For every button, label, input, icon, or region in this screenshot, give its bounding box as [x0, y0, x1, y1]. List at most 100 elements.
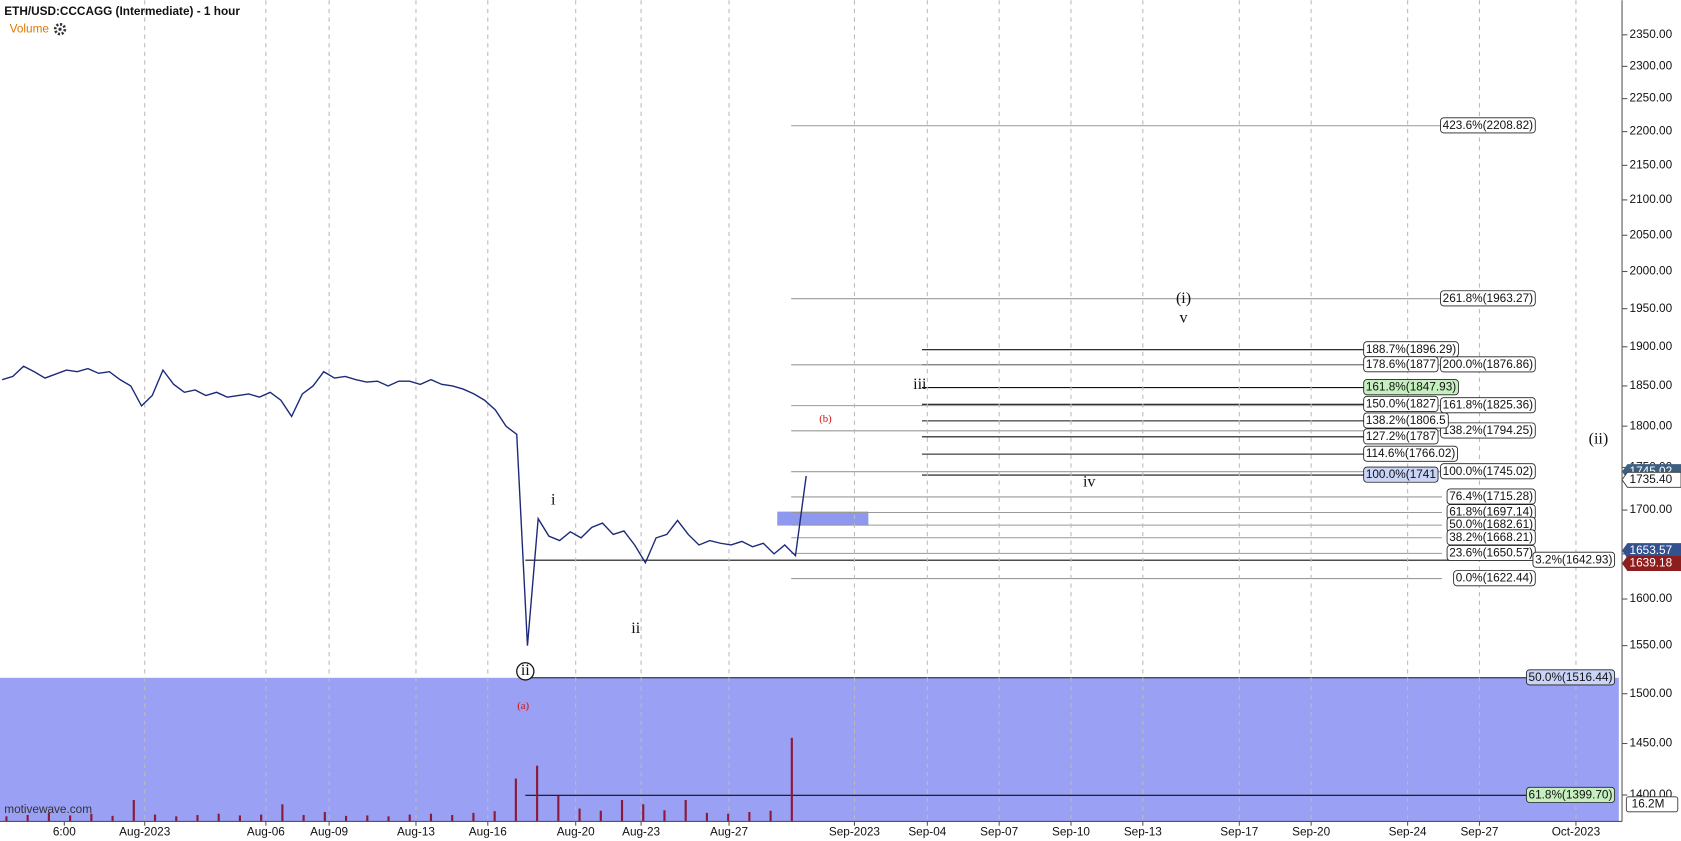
volume-bar [5, 816, 8, 822]
y-tick-label: 1550.00 [1630, 639, 1673, 652]
price-tag [1622, 556, 1681, 572]
label-box [1363, 356, 1439, 373]
x-tick-label: Aug-20 [557, 825, 595, 838]
x-tick-label: Sep-17 [1220, 825, 1258, 838]
price-tag [1622, 543, 1681, 559]
volume-bar [536, 765, 539, 822]
volume-bar [748, 812, 751, 822]
volume-bar [90, 813, 93, 822]
label-box [1440, 422, 1536, 439]
fib-label: 0.0%(1622.44) [1456, 572, 1533, 585]
wave-label: (b) [819, 413, 832, 425]
label-box [1363, 395, 1439, 412]
fib-label: 138.2%(1806.5 [1366, 414, 1446, 427]
wave-label: (i) [1176, 290, 1191, 307]
label-box [1363, 445, 1458, 462]
volume-bar [727, 813, 730, 822]
fib-label: 188.7%(1896.29) [1366, 343, 1456, 356]
volume-bar [642, 804, 645, 822]
fib-label: 161.8%(1847.93) [1366, 381, 1456, 394]
volume-tag-label: 16.2M [1632, 797, 1665, 810]
volume-bar [790, 737, 793, 822]
y-tick-label: 2250.00 [1630, 92, 1673, 105]
zones [0, 511, 1619, 822]
gear-center[interactable] [58, 27, 62, 31]
volume-bar [429, 813, 433, 822]
wave-label: (ii) [1589, 430, 1609, 447]
price-line [1, 365, 807, 646]
volume-bar [578, 808, 581, 822]
y-tick-label: 1450.00 [1630, 737, 1673, 750]
fib-label: 23.6%(1650.57) [1449, 546, 1533, 559]
label-box [1440, 397, 1536, 414]
wave-label: ii [631, 620, 640, 637]
fib-label: 100.0%(1745.02) [1443, 465, 1533, 478]
y-tick-label: 2000.00 [1630, 265, 1673, 278]
fib-label: 261.8%(1963.27) [1443, 292, 1533, 305]
fib-label: 50.0%(1682.61) [1449, 518, 1533, 531]
gear[interactable] [53, 23, 67, 36]
volume-bar [196, 815, 199, 822]
label-box [1363, 428, 1439, 445]
volume-bar [705, 812, 708, 822]
price-tag-label: 1735.40 [1630, 473, 1673, 486]
x-tick-label: Aug-16 [469, 825, 507, 838]
y-tick-label: 2200.00 [1630, 125, 1673, 138]
fib-label: 114.6%(1766.02) [1366, 447, 1456, 460]
x-tick-label: Oct-2023 [1552, 825, 1601, 838]
wave-label: (a) [517, 700, 529, 712]
wave-label: iii [913, 376, 927, 393]
watermark: motivewave.com [4, 803, 92, 816]
volume-bar [684, 800, 687, 822]
volume-bar [69, 815, 72, 822]
fib-label: 161.8%(1825.36) [1443, 399, 1533, 412]
volume-bar [26, 815, 29, 822]
x-tick-label: Aug-2023 [119, 825, 171, 838]
price-tag-label: 1639.18 [1630, 557, 1673, 570]
y-tick-label: 1850.00 [1630, 379, 1673, 392]
y-tick-label: 1900.00 [1630, 340, 1673, 353]
volume-bar [408, 814, 411, 822]
label-box [1525, 669, 1616, 686]
volume-bar [132, 800, 135, 822]
x-tick-label: Sep-04 [908, 825, 946, 838]
y-tick-label: 1700.00 [1630, 503, 1673, 516]
fib-label: 50.0%(1516.44) [1529, 671, 1613, 684]
fib-label: 38.2%(1668.21) [1449, 531, 1533, 544]
label-box [1446, 529, 1536, 546]
volume-bar [111, 815, 114, 822]
fib-label: 200.0%(1876.86) [1443, 358, 1533, 371]
wave-label: i [551, 492, 556, 509]
label-box [1363, 466, 1439, 483]
volume-bar [557, 795, 560, 822]
y-tick-label: 2100.00 [1630, 193, 1673, 206]
chart-title: ETH/USD:CCCAGG (Intermediate) - 1 hour [4, 5, 240, 18]
target-zone [0, 677, 1619, 822]
label-box [1440, 117, 1536, 134]
volume-bar [472, 812, 475, 822]
fib-label: 127.2%(1787 [1366, 430, 1436, 443]
y-tick-label: 2350.00 [1630, 28, 1673, 41]
volume-bar [620, 800, 624, 822]
wave-label: v [1180, 309, 1189, 326]
fib-label: 178.6%(1877 [1366, 358, 1436, 371]
label-box [1532, 551, 1616, 568]
volume-bar [260, 814, 263, 822]
volume-bar [451, 815, 454, 822]
volume-bar [366, 815, 369, 822]
x-tick-label: Sep-27 [1460, 825, 1498, 838]
settings-icon[interactable] [53, 23, 67, 36]
volume-bar [663, 810, 666, 822]
x-tick-label: Aug-09 [310, 825, 348, 838]
x-tick-label: Aug-23 [622, 825, 660, 838]
volume-bar [387, 816, 390, 822]
y-tick-label: 2300.00 [1630, 59, 1673, 72]
wave-circle [516, 662, 535, 681]
volume-bar [599, 810, 602, 822]
label-box [1363, 379, 1459, 396]
volume-bar [323, 812, 326, 822]
x-tick-label: Aug-13 [397, 825, 435, 838]
indicator-label[interactable]: Volume [10, 22, 50, 35]
x-tick-label: 6:00 [53, 825, 76, 838]
